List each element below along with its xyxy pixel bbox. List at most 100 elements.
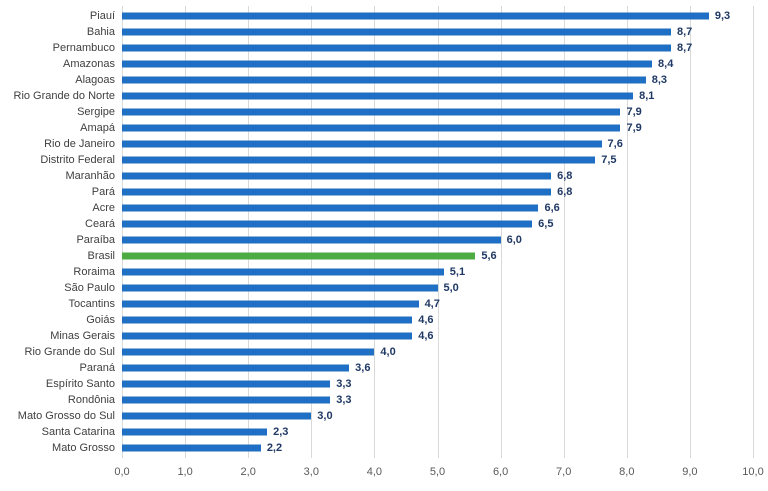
x-tick-label: 1,0: [177, 466, 193, 478]
category-label: Distrito Federal: [40, 154, 115, 166]
x-tick-label: 9,0: [682, 466, 698, 478]
bar: [122, 124, 621, 132]
bar-row: Bahia 8,7: [87, 24, 753, 40]
category-label: Sergipe: [77, 106, 115, 118]
category-label: Tocantins: [68, 298, 115, 310]
value-label: 4,7: [424, 298, 440, 310]
bar-row: Mato Grosso do Sul 3,0: [18, 408, 753, 424]
bar-row: Pará 6,8: [92, 184, 753, 200]
bar: [122, 364, 350, 372]
category-label: Pernambuco: [52, 42, 115, 54]
bar-highlight: [122, 252, 476, 260]
bar-row: Brasil 5,6: [87, 248, 753, 264]
x-tick-label: 3,0: [303, 466, 319, 478]
bar-row: Distrito Federal 7,5: [40, 152, 753, 168]
value-label: 5,0: [443, 282, 459, 294]
value-label: 6,8: [557, 186, 573, 198]
category-label: São Paulo: [64, 282, 115, 294]
bar: [122, 60, 653, 68]
x-tick-label: 6,0: [492, 466, 509, 478]
value-label: 4,6: [418, 330, 434, 342]
value-label: 3,6: [355, 362, 371, 374]
bar: [122, 204, 539, 212]
category-label: Rio Grande do Norte: [13, 90, 116, 102]
bar: [122, 300, 419, 308]
bar: [122, 444, 261, 452]
value-label: 6,5: [538, 218, 554, 230]
bar: [122, 140, 602, 148]
value-label: 8,7: [676, 42, 693, 54]
x-tick-label: 2,0: [240, 466, 256, 478]
bar: [122, 428, 268, 436]
value-label: 2,3: [273, 426, 289, 438]
category-label: Ceará: [85, 218, 115, 230]
bar-row: Rio Grande do Sul 4,0: [25, 344, 753, 360]
category-label: Roraima: [73, 266, 115, 278]
category-label: Rondônia: [67, 394, 115, 406]
value-label: 6,0: [506, 234, 522, 246]
x-tick-label: 4,0: [366, 466, 383, 478]
value-label: 7,9: [626, 122, 642, 134]
x-tick-label: 5,0: [429, 466, 446, 478]
bar: [122, 316, 413, 324]
x-tick-label: 7,0: [556, 466, 572, 478]
value-label: 2,2: [266, 442, 283, 454]
bar-row: Rondônia 3,3: [68, 392, 753, 408]
bar-row: Tocantins 4,7: [69, 296, 753, 312]
bar-row: Amapá 7,9: [80, 120, 753, 136]
plot-area: Piauí 9,3 Bahia 8,7 Pernambuco 8,7 Amazonas 8,4…: [14, 8, 753, 456]
bar: [122, 268, 444, 276]
value-label: 5,6: [481, 250, 497, 262]
value-label: 7,5: [601, 154, 617, 166]
bar: [122, 44, 671, 52]
category-label: Alagoas: [75, 74, 115, 86]
bar: [122, 348, 375, 356]
bar-row: Paraíba 6,0: [76, 232, 753, 248]
bar-row: Paraná 3,6: [80, 360, 753, 376]
category-label: Amapá: [80, 122, 115, 134]
bar-row: Amazonas 8,4: [63, 56, 753, 72]
value-label: 6,8: [557, 170, 573, 182]
bar-row: Rio de Janeiro 7,6: [44, 136, 753, 152]
value-label: 4,0: [380, 346, 396, 358]
value-label: 8,7: [676, 26, 693, 38]
category-label: Bahia: [86, 26, 115, 38]
value-label: 7,6: [607, 138, 623, 150]
category-label: Pará: [91, 186, 115, 198]
category-label: Piauí: [89, 10, 115, 22]
bar: [122, 396, 331, 404]
bar: [122, 236, 501, 244]
category-label: Amazonas: [63, 58, 115, 70]
category-label: Mato Grosso do Sul: [17, 410, 115, 422]
bar-row: Rio Grande do Norte 8,1: [14, 88, 753, 104]
category-label: Mato Grosso: [52, 442, 115, 454]
bar-row: Minas Gerais 4,6: [50, 328, 753, 344]
bar: [122, 332, 413, 340]
bar-rows: Piauí 9,3 Bahia 8,7 Pernambuco 8,7 Amazonas 8,4…: [14, 8, 753, 456]
value-label: 8,1: [639, 90, 655, 102]
bar-row: Goiás 4,6: [86, 312, 753, 328]
bar-row: Maranhão 6,8: [65, 168, 753, 184]
bar: [122, 76, 646, 84]
category-label: Rio Grande do Sul: [24, 346, 116, 358]
category-label: Acre: [92, 202, 115, 214]
x-tick-label: 0,0: [114, 466, 130, 478]
bar-row: Espírito Santo 3,3: [46, 376, 753, 392]
category-label: Maranhão: [65, 170, 115, 182]
category-label: Paraná: [79, 362, 115, 374]
value-label: 8,4: [658, 58, 674, 70]
bar-row: Alagoas 8,3: [75, 72, 753, 88]
value-label: 4,6: [418, 314, 434, 326]
category-label: Paraíba: [76, 234, 115, 246]
value-label: 9,3: [714, 10, 731, 22]
bar-row: Pernambuco 8,7: [53, 40, 753, 56]
category-label: Minas Gerais: [50, 330, 115, 342]
bar-row: Ceará 6,5: [85, 216, 753, 232]
value-label: 7,9: [626, 106, 642, 118]
gridline: [753, 6, 754, 458]
x-axis: 0,0 1,0 2,0 3,0 4,0 5,0 6,0 7,0 8,0 9,0 10,0: [114, 466, 763, 482]
bar: [122, 220, 533, 228]
bar-row: Roraima 5,1: [73, 264, 753, 280]
value-label: 3,3: [336, 394, 352, 406]
